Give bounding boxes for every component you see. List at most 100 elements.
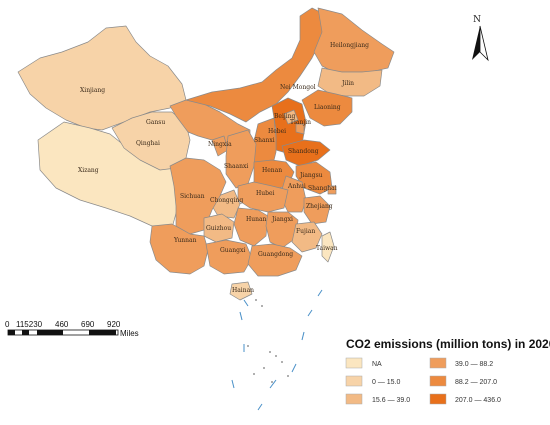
label-gansu: Gansu — [146, 119, 165, 126]
island-dot — [269, 351, 271, 353]
label-guangxi: Guangxi — [220, 247, 245, 254]
legend-label-class-5: 207.0 — 436.0 — [455, 397, 501, 404]
north-arrow-left-half — [472, 26, 480, 60]
province-beijing — [283, 109, 299, 125]
sea-boundary-mark — [307, 309, 313, 317]
label-xizang: Xizang — [78, 167, 99, 174]
province-qinghai — [111, 111, 191, 171]
scale-bar-segment — [37, 330, 63, 335]
scale-tick-3: 690 — [81, 320, 95, 329]
province-jiangxi — [265, 211, 299, 249]
island-dots — [247, 299, 289, 383]
label-hunan: Hunan — [246, 216, 267, 223]
label-hebei: Hebei — [268, 128, 286, 135]
legend-swatch-na — [345, 357, 363, 369]
island-dot — [247, 345, 249, 347]
label-sichuan: Sichuan — [180, 193, 205, 200]
label-ningxia: Ningxia — [208, 141, 232, 148]
sea-boundary-mark — [317, 289, 323, 297]
legend-swatch-class-4 — [429, 375, 447, 387]
legend-label-class-4: 88.2 — 207.0 — [455, 379, 497, 386]
scale-bar-segment — [22, 330, 29, 335]
province-sichuan — [169, 157, 227, 235]
province-zhejiang — [303, 195, 331, 225]
label-shanxi: Shanxi — [254, 137, 275, 144]
sea-boundary-mark — [231, 379, 235, 389]
province-yunnan — [149, 223, 209, 275]
province-hunan — [233, 207, 269, 247]
label-yunnan: Yunnan — [173, 237, 197, 244]
province-hainan — [229, 281, 253, 301]
sea-boundary-mark — [257, 403, 263, 411]
label-nei-mongol: Nei Mongol — [280, 84, 316, 91]
province-liaoning — [301, 89, 353, 127]
label-henan: Henan — [262, 167, 282, 174]
label-guangdong: Guangdong — [258, 251, 293, 258]
sea-boundary-mark — [239, 311, 243, 321]
province-shandong — [281, 139, 331, 167]
legend-swatch-class-5 — [429, 393, 447, 405]
label-jiangsu: Jiangsu — [299, 172, 323, 179]
label-chongqing: Chongqing — [210, 197, 243, 204]
legend-swatch-class-2 — [345, 393, 363, 405]
island-dot — [253, 373, 255, 375]
province-shapes — [17, 7, 395, 301]
label-tianjin: Tianjin — [290, 119, 311, 126]
island-dot — [261, 305, 263, 307]
north-arrow: N — [472, 15, 489, 62]
sea-boundary-mark — [291, 363, 297, 373]
label-jilin: Jilin — [341, 80, 354, 87]
label-fujian: Fujian — [296, 228, 315, 235]
province-guangdong — [247, 243, 303, 277]
province-xinjiang — [17, 25, 187, 131]
province-guangxi — [205, 239, 253, 275]
scale-bar: 0 115230 460 690 920 Miles — [5, 320, 139, 338]
legend-label-class-3: 39.0 — 88.2 — [455, 361, 493, 368]
legend-label-na: NA — [372, 361, 382, 368]
province-taiwan — [321, 231, 335, 263]
label-shaanxi: Shaanxi — [224, 163, 248, 170]
label-liaoning: Liaoning — [314, 104, 341, 111]
label-shandong: Shandong — [288, 148, 319, 155]
province-shaanxi — [225, 129, 257, 189]
label-guizhou: Guizhou — [206, 225, 231, 232]
label-zhejiang: Zhejiang — [306, 203, 333, 210]
label-hainan: Hainan — [232, 287, 254, 294]
legend-label-class-2: 15.6 — 39.0 — [372, 397, 410, 404]
legend-label-class-1: 0 — 15.0 — [372, 379, 401, 386]
scale-bar-segment — [8, 330, 15, 335]
scale-unit: Miles — [120, 329, 139, 338]
label-hubei: Hubei — [256, 190, 274, 197]
label-qinghai: Qinghai — [136, 140, 160, 147]
south-sea-islands — [231, 289, 323, 411]
island-dot — [275, 355, 277, 357]
scale-tick-1: 115230 — [16, 320, 43, 329]
island-dot — [255, 299, 257, 301]
province-nei-mongol — [185, 7, 325, 123]
legend-swatch-class-3 — [429, 357, 447, 369]
scale-tick-2: 460 — [55, 320, 69, 329]
scale-tick-4: 920 — [107, 320, 121, 329]
label-heilongjiang: Heilongjiang — [330, 42, 369, 49]
legend-swatch-class-1 — [345, 375, 363, 387]
province-jilin — [317, 67, 383, 97]
scale-tick-0: 0 — [5, 320, 10, 329]
island-dot — [287, 375, 289, 377]
province-jiangsu — [295, 161, 333, 195]
province-shanghai — [327, 185, 337, 195]
legend: CO2 emissions (million tons) in 2020 NA … — [345, 337, 550, 405]
province-heilongjiang — [313, 7, 395, 73]
label-anhui: Anhui — [287, 183, 306, 190]
north-arrow-right-half — [479, 25, 489, 62]
island-dot — [263, 367, 265, 369]
sea-boundary-mark — [301, 331, 305, 341]
island-dot — [271, 381, 273, 383]
province-tianjin — [295, 123, 305, 135]
label-beijing: Beijing — [274, 113, 296, 120]
scale-bar-segment — [89, 330, 116, 335]
label-shanghai: Shanghai — [308, 185, 337, 192]
province-labels: Xinjiang Xizang Qinghai Gansu Nei Mongol… — [78, 42, 369, 294]
north-arrow-label: N — [473, 15, 481, 25]
island-dot — [281, 361, 283, 363]
legend-title: CO2 emissions (million tons) in 2020 — [346, 337, 550, 351]
